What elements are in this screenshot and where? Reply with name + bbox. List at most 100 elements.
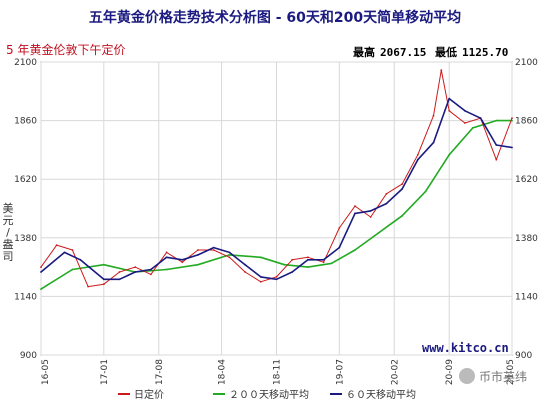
y-axis-label-char: / (6, 226, 10, 239)
y-tick-label-right: 1620 (515, 175, 538, 185)
y-axis-label-char: 元 (3, 214, 14, 227)
data-point-price (181, 261, 184, 264)
chart-subtitle: 5 年黄金伦敦下午定价 (6, 42, 125, 57)
data-point-ma200 (165, 268, 168, 271)
data-point-ma60 (150, 268, 152, 271)
x-tick-label: 20-02 (390, 359, 400, 385)
data-point-ma60 (181, 258, 184, 261)
data-point-price (432, 114, 435, 117)
data-point-price (40, 266, 42, 268)
data-point-price (55, 244, 58, 247)
data-point-ma60 (212, 246, 215, 249)
data-point-price (150, 273, 152, 276)
data-point-ma60 (338, 246, 341, 249)
data-point-price (197, 249, 199, 251)
x-tick-label: 17-01 (100, 359, 110, 385)
data-point-ma200 (71, 268, 74, 271)
data-point-ma200 (495, 119, 498, 122)
data-point-ma200 (40, 288, 42, 290)
data-point-ma200 (228, 254, 231, 256)
data-point-ma60 (416, 158, 419, 161)
data-point-ma60 (448, 97, 451, 100)
legend-label: ６０天移动平均 (346, 388, 416, 401)
data-point-ma60 (228, 251, 231, 254)
data-point-price (275, 276, 278, 278)
data-point-ma200 (307, 266, 309, 268)
data-point-price (134, 266, 137, 268)
x-tick-label: 18-04 (218, 359, 228, 385)
y-axis-label: 美元/盎司 (3, 202, 14, 263)
data-point-ma60 (79, 258, 82, 261)
high-value: 2067.15 (380, 46, 426, 59)
data-point-ma60 (63, 251, 66, 254)
series-line-ma60 (40, 97, 513, 281)
low-label: 最低 (435, 45, 457, 59)
data-point-price (259, 280, 262, 283)
x-tick-label: 16-05 (41, 359, 51, 385)
data-point-ma60 (165, 256, 168, 259)
data-point-price (338, 227, 341, 229)
x-axis: 16-05 17-01 17-08 18-04 18-11 19-07 20-02 20-09… (41, 359, 516, 385)
y-tick-label: 2100 (14, 58, 37, 68)
data-point-price (322, 261, 325, 264)
data-point-price (244, 271, 247, 273)
y-tick-label: 1860 (14, 117, 37, 127)
low-value: 1125.70 (462, 46, 508, 59)
data-point-ma200 (197, 263, 199, 266)
data-point-ma60 (432, 141, 435, 144)
high-label: 最高 (353, 45, 375, 59)
data-point-price (71, 249, 74, 251)
watermark-text: www.kitco.cn (422, 341, 509, 355)
data-point-price (495, 158, 498, 161)
data-point-ma60 (291, 271, 294, 273)
data-point-ma200 (354, 249, 356, 251)
chart-title: 五年黄金价格走势技术分析图 - 60天和200天简单移动平均 (89, 9, 461, 26)
x-tick-label: 20-09 (445, 359, 455, 385)
data-point-ma60 (369, 210, 372, 212)
data-point-ma60 (275, 278, 278, 281)
data-point-price (228, 256, 231, 259)
data-point-ma200 (377, 232, 380, 234)
y-tick-label-right: 1860 (515, 117, 538, 127)
data-point-ma60 (118, 278, 121, 281)
y-axis-right: 900 1140 1380 1620 1860 2100 (515, 58, 538, 361)
data-point-price (464, 122, 466, 124)
logo-text: 币市英纬 (479, 369, 527, 384)
data-point-price (369, 216, 372, 218)
y-axis-label-char: 司 (3, 250, 14, 263)
data-point-ma60 (495, 144, 498, 146)
series-group (40, 69, 513, 290)
chat-bubble-icon (459, 368, 475, 384)
legend: 日定价 ２００天移动平均 ６０天移动平均 (118, 388, 416, 401)
legend-item-ma60: ６０天移动平均 (330, 388, 416, 401)
data-point-ma200 (102, 263, 105, 266)
data-point-price (448, 109, 451, 112)
y-axis-label-char: 盎 (3, 237, 14, 251)
y-tick-label: 1140 (14, 292, 37, 302)
data-point-price (416, 153, 419, 156)
y-tick-label: 1620 (14, 175, 37, 185)
data-point-price (307, 256, 309, 259)
data-point-price (87, 285, 89, 288)
y-tick-label: 1380 (14, 234, 37, 244)
series-line-price (40, 69, 513, 288)
data-point-price (102, 283, 105, 286)
data-point-ma60 (401, 188, 403, 190)
legend-label: ２００天移动平均 (229, 388, 309, 401)
data-point-ma60 (134, 271, 137, 273)
x-tick-label: 17-08 (155, 359, 165, 385)
data-point-ma200 (448, 153, 451, 156)
data-point-price (354, 205, 356, 208)
y-axis-left: 900 1140 1380 1620 1860 2100 (14, 58, 37, 361)
data-point-price (212, 249, 215, 251)
data-point-ma60 (511, 146, 513, 149)
data-point-ma60 (102, 278, 105, 281)
data-point-ma60 (40, 271, 42, 273)
data-point-price (291, 258, 294, 261)
data-point-ma200 (471, 127, 474, 129)
data-point-ma200 (259, 256, 262, 259)
x-tick-label: 21-05 (506, 359, 516, 385)
data-point-ma200 (283, 263, 286, 266)
logo-badge: 币市英纬 (459, 368, 527, 384)
